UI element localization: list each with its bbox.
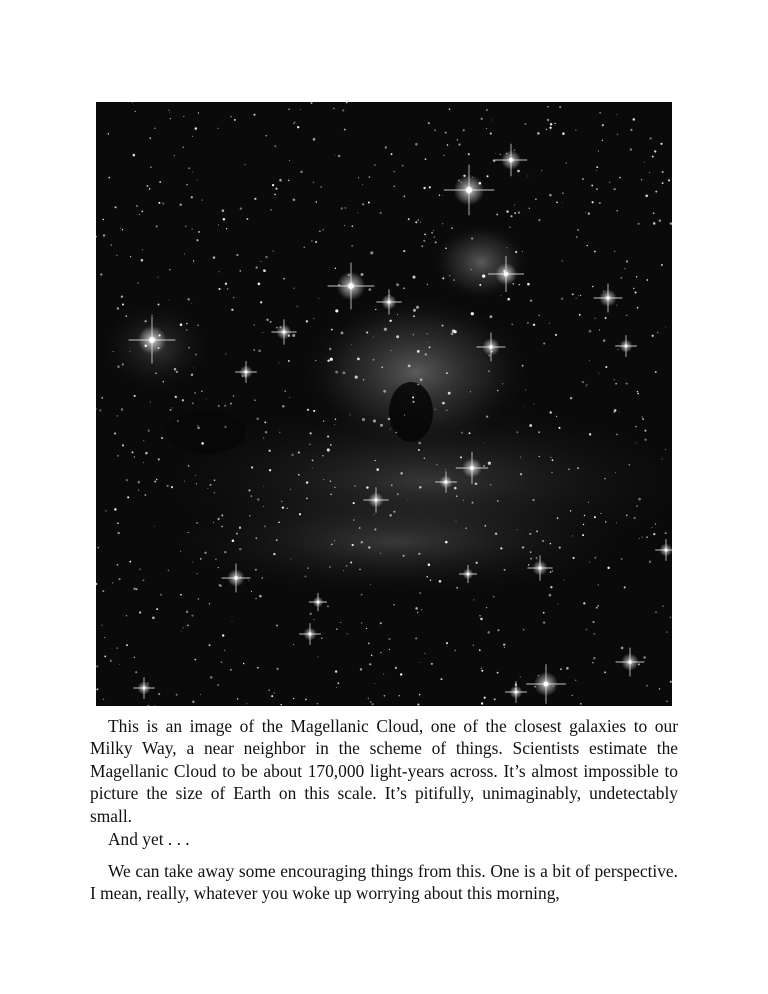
paragraph-text: And yet . . . [108,829,190,849]
bright-star [615,335,637,357]
bright-star [488,256,524,292]
bright-star [363,487,389,513]
bright-star [655,539,672,561]
bright-star [376,289,402,315]
paragraph-text: We can take away some encouraging things… [90,861,678,904]
bright-star [221,563,251,593]
bright-star [494,143,528,177]
bright-star [455,451,489,485]
magellanic-cloud-photo [96,102,672,706]
bright-star [309,593,327,611]
bright-star [527,555,553,581]
paragraph-encouraging: We can take away some encouraging things… [90,860,678,905]
bright-star [526,664,566,704]
paragraph-text: This is an image of the Magellanic Cloud… [90,716,678,826]
bright-star [476,332,506,362]
bright-star [505,681,527,703]
bright-star [271,319,297,345]
bright-star [615,647,645,677]
bright-stars [128,143,672,704]
paragraph-and-yet: And yet . . . [90,828,678,850]
bright-star [459,565,477,583]
paragraph-magellanic-cloud: This is an image of the Magellanic Cloud… [90,715,678,827]
bright-star [435,471,457,493]
bright-star [133,677,155,699]
bright-star [299,623,321,645]
bright-star [327,262,375,310]
bright-star [235,361,257,383]
faint-stars [96,102,672,706]
bright-star [128,316,176,364]
bright-star [443,164,495,216]
bright-star [593,283,623,313]
nebula-glow [96,222,672,602]
star-field-image [96,102,672,706]
